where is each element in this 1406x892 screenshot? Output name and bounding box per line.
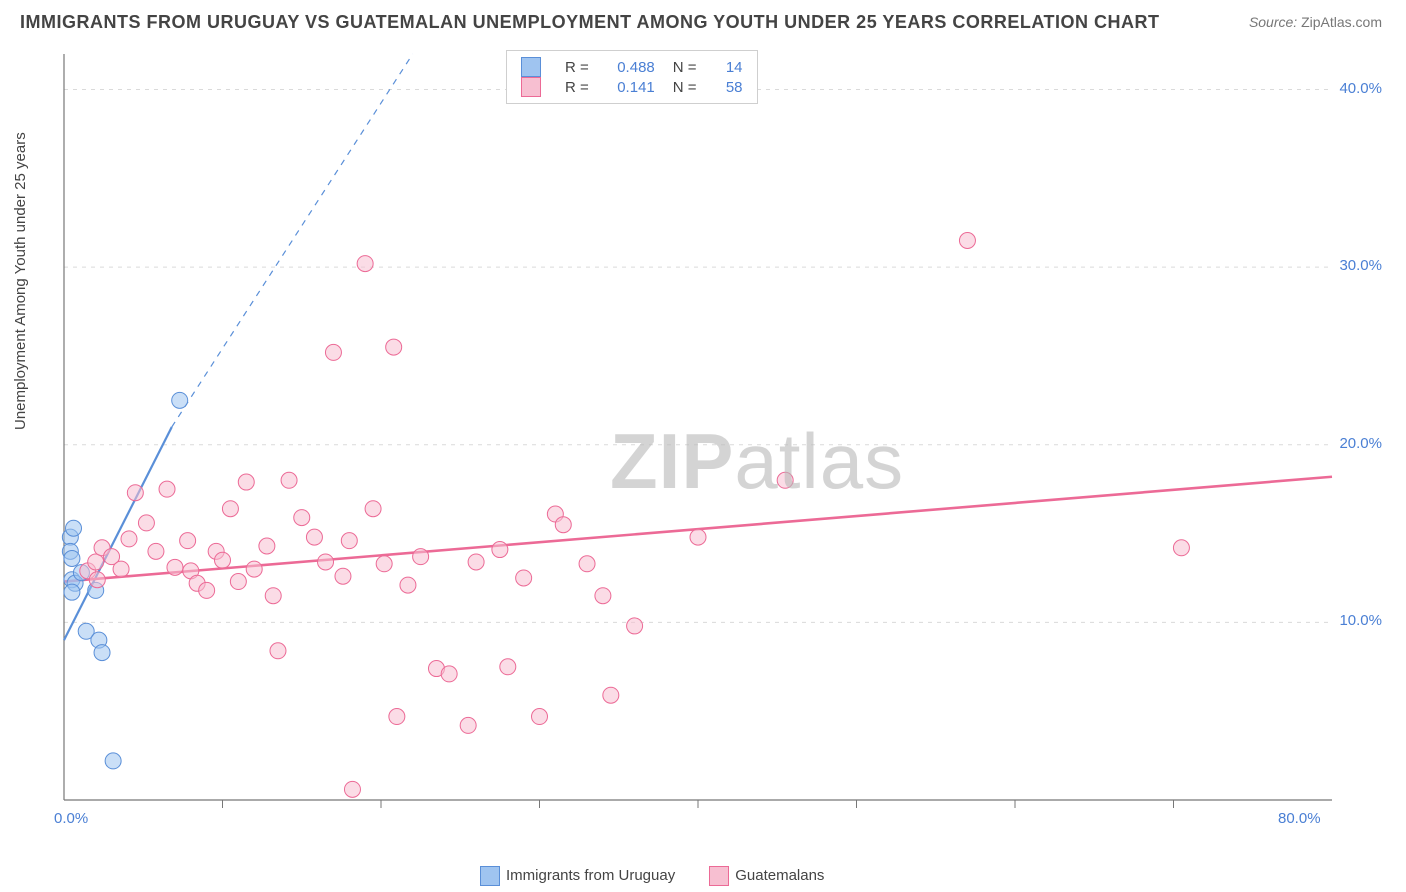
x-tick-label: 80.0% [1278,810,1321,827]
y-tick-label: 30.0% [1339,257,1382,274]
y-axis-label: Unemployment Among Youth under 25 years [12,132,29,430]
source-attribution: Source: ZipAtlas.com [1249,14,1382,30]
source-value: ZipAtlas.com [1301,14,1382,30]
scatter-plot [60,46,1380,846]
legend-row-uruguay: R =0.488N =14 [521,57,743,77]
legend-item-guatemalans: Guatemalans [709,866,824,886]
series-legend: Immigrants from Uruguay Guatemalans [480,866,824,886]
stats-legend: R =0.488N =14R =0.141N =58 [506,50,758,104]
y-tick-label: 20.0% [1339,435,1382,452]
legend-item-uruguay: Immigrants from Uruguay [480,866,675,886]
x-tick-label: 0.0% [54,810,88,827]
y-tick-label: 40.0% [1339,80,1382,97]
source-label: Source: [1249,14,1297,30]
y-tick-label: 10.0% [1339,612,1382,629]
chart-title: IMMIGRANTS FROM URUGUAY VS GUATEMALAN UN… [20,12,1160,33]
legend-row-guatemalans: R =0.141N =58 [521,77,743,97]
